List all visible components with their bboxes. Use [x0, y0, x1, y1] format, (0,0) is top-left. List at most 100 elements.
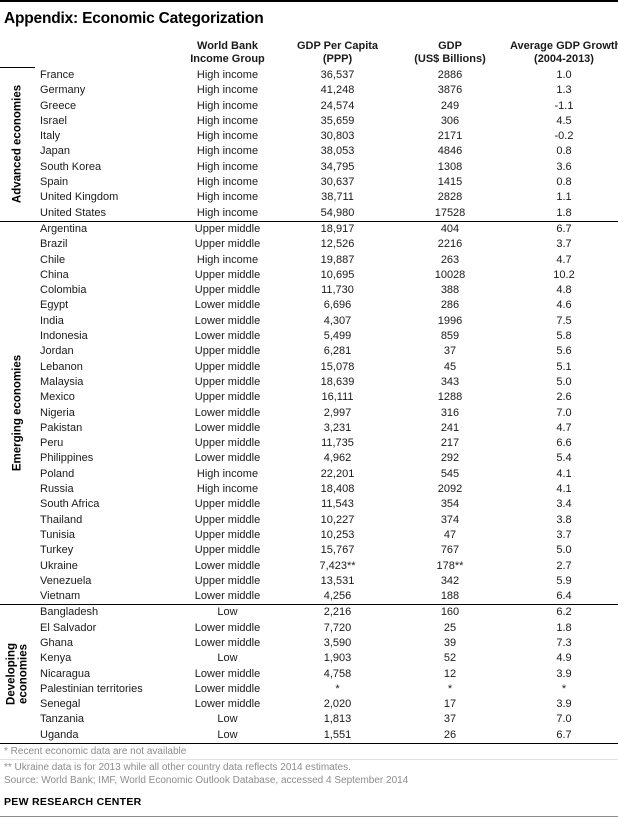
- value-cell: 2,020: [323, 698, 352, 711]
- value-cell: 374: [440, 513, 460, 526]
- table-row: Argentina Upper middle 18,917 404 6.7: [35, 222, 618, 237]
- value-cell: Low: [217, 606, 238, 619]
- table-row: Peru Upper middle 11,735 217 6.6: [35, 436, 618, 451]
- country-cell: Colombia: [40, 284, 87, 297]
- table-row: Uganda Low 1,551 26 6.7: [35, 728, 618, 743]
- table-row: Malaysia Upper middle 18,639 343 5.0: [35, 375, 618, 390]
- column-header-line: GDP: [438, 40, 462, 52]
- table-row: Israel High income 35,659 306 4.5: [35, 114, 618, 129]
- value-cell: 25: [443, 621, 457, 634]
- value-cell: 5.6: [556, 345, 572, 358]
- value-cell: *: [335, 682, 340, 695]
- value-cell: 4,256: [323, 590, 352, 603]
- section-rows: Bangladesh Low 2,216 160 6.2 El Salvador Lower…: [35, 605, 618, 743]
- country-cell: South Africa: [40, 498, 100, 511]
- value-cell: High income: [196, 130, 259, 143]
- value-cell: 263: [440, 253, 460, 266]
- value-cell: 10,695: [320, 268, 355, 281]
- value-cell: 3876: [437, 84, 463, 97]
- value-cell: 10028: [434, 268, 466, 281]
- value-cell: 54,980: [320, 206, 355, 219]
- value-cell: 7,423**: [319, 559, 356, 572]
- value-cell: 6.4: [556, 590, 572, 603]
- value-cell: 5.0: [556, 544, 572, 557]
- value-cell: 1.8: [556, 206, 572, 219]
- country-cell: Thailand: [40, 513, 83, 526]
- value-cell: 6.6: [556, 437, 572, 450]
- value-cell: 2828: [437, 191, 463, 204]
- value-cell: Upper middle: [194, 528, 261, 541]
- table-row: Jordan Upper middle 6,281 37 5.6: [35, 344, 618, 359]
- value-cell: 17: [443, 698, 457, 711]
- value-cell: 4,758: [323, 667, 352, 680]
- value-cell: 767: [440, 544, 460, 557]
- value-cell: 16,111: [321, 391, 354, 404]
- column-header-line: World Bank: [197, 40, 258, 52]
- value-cell: 17528: [434, 206, 466, 219]
- value-cell: 0.8: [556, 176, 572, 189]
- header-spacer-country-col: [35, 40, 170, 66]
- value-cell: High income: [196, 160, 259, 173]
- value-cell: High income: [196, 84, 259, 97]
- country-cell: Mexico: [40, 391, 75, 404]
- value-cell: Lower middle: [194, 667, 261, 680]
- value-cell: 3.4: [556, 498, 572, 511]
- table-row: Germany High income 41,248 3876 1.3: [35, 83, 618, 98]
- value-cell: Lower middle: [194, 299, 261, 312]
- value-cell: 1.0: [556, 69, 572, 81]
- value-cell: Upper middle: [194, 238, 261, 251]
- section-label-line: Advanced economies: [10, 85, 23, 204]
- section-label-cell: Advanced economies: [0, 68, 35, 221]
- value-cell: 11,730: [321, 284, 354, 297]
- value-cell: 217: [440, 437, 460, 450]
- value-cell: 30,637: [320, 176, 355, 189]
- table-row: Lebanon Upper middle 15,078 45 5.1: [35, 360, 618, 375]
- country-cell: Ukraine: [40, 559, 78, 572]
- country-cell: El Salvador: [40, 621, 97, 634]
- country-cell: Israel: [40, 114, 67, 127]
- value-cell: Lower middle: [194, 621, 261, 634]
- value-cell: Upper middle: [194, 574, 261, 587]
- value-cell: 18,408: [320, 483, 355, 496]
- value-cell: Lower middle: [194, 559, 261, 572]
- table-row: Palestinian territories Lower middle * * *: [35, 682, 618, 697]
- page-title: Appendix: Economic Categorization: [4, 10, 264, 27]
- country-cell: Kenya: [40, 652, 72, 665]
- value-cell: 292: [440, 452, 460, 465]
- value-cell: Lower middle: [194, 682, 261, 695]
- country-cell: Philippines: [40, 452, 94, 465]
- value-cell: *: [447, 682, 453, 695]
- value-cell: High income: [196, 483, 259, 496]
- section-label-line: economies: [16, 644, 29, 705]
- value-cell: 52: [443, 652, 457, 665]
- value-cell: 3.6: [556, 160, 572, 173]
- table-row: Ghana Lower middle 3,590 39 7.3: [35, 636, 618, 651]
- value-cell: 2092: [437, 483, 463, 496]
- value-cell: Upper middle: [194, 360, 261, 373]
- value-cell: 4.7: [556, 421, 572, 434]
- table-row: Indonesia Lower middle 5,499 859 5.8: [35, 329, 618, 344]
- country-cell: Ghana: [40, 636, 74, 649]
- value-cell: 7.3: [556, 636, 572, 649]
- value-cell: 2.7: [556, 559, 572, 572]
- value-cell: 18,639: [320, 375, 355, 388]
- table-row: Philippines Lower middle 4,962 292 5.4: [35, 451, 618, 466]
- value-cell: High income: [196, 99, 259, 112]
- value-cell: Upper middle: [194, 391, 261, 404]
- value-cell: 4.5: [556, 114, 572, 127]
- value-cell: Lower middle: [194, 314, 261, 327]
- section-label: Developing economies: [5, 643, 29, 705]
- value-cell: Low: [217, 652, 238, 665]
- top-rule: [0, 0, 618, 2]
- country-cell: Peru: [40, 437, 64, 450]
- value-cell: 4.1: [556, 483, 572, 496]
- value-cell: 15,767: [320, 544, 355, 557]
- value-cell: 286: [440, 299, 460, 312]
- column-header-gdp-growth: Average GDP Growth (2004-2013): [510, 40, 618, 66]
- country-cell: Poland: [40, 467, 75, 480]
- country-cell: South Korea: [40, 160, 102, 173]
- table-row: Russia High income 18,408 2092 4.1: [35, 482, 618, 497]
- section-label-cell: Developing economies: [0, 605, 35, 743]
- value-cell: 1,813: [323, 713, 352, 726]
- value-cell: 24,574: [320, 99, 355, 112]
